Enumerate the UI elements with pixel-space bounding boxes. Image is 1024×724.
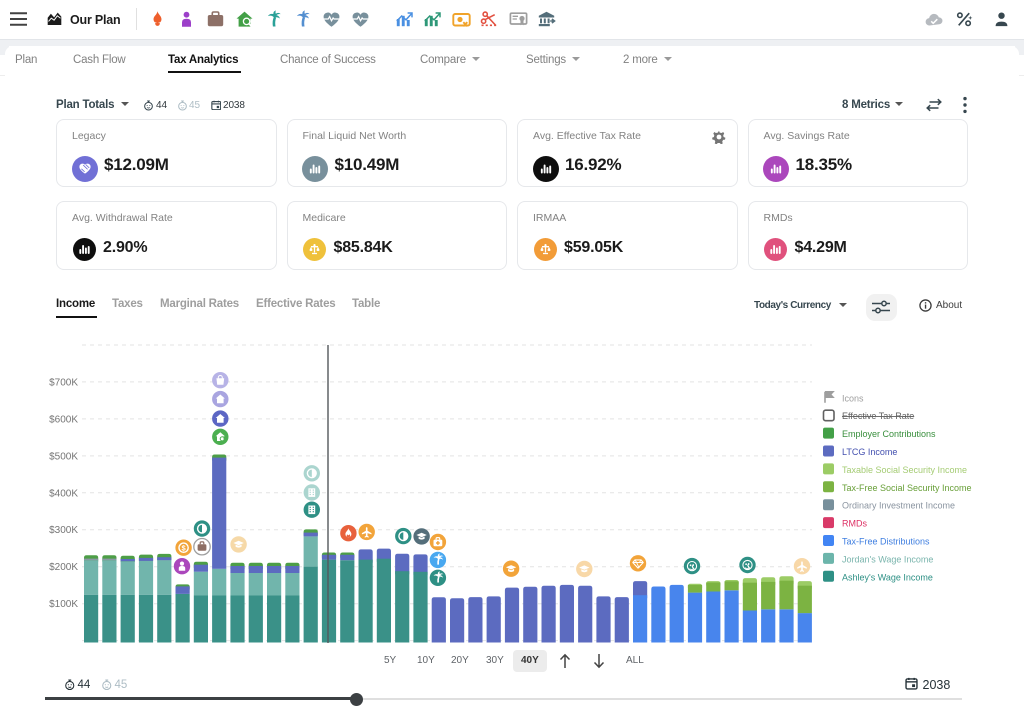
- svg-text:$600K: $600K: [49, 414, 78, 425]
- svg-text:Ordinary Investment Income: Ordinary Investment Income: [842, 501, 955, 511]
- svg-text:$300K: $300K: [49, 525, 78, 536]
- svg-text:Effective Tax Rate: Effective Tax Rate: [842, 411, 914, 421]
- svg-text:$400K: $400K: [49, 488, 78, 499]
- svg-text:$200K: $200K: [49, 562, 78, 573]
- svg-text:LTCG Income: LTCG Income: [842, 447, 897, 457]
- svg-text:$500K: $500K: [49, 451, 78, 462]
- svg-text:RMDs: RMDs: [842, 519, 867, 529]
- svg-text:Icons: Icons: [842, 393, 864, 403]
- svg-text:Tax-Free Social Security Incom: Tax-Free Social Security Income: [842, 483, 972, 493]
- svg-text:Ashley's Wage Income: Ashley's Wage Income: [842, 572, 933, 582]
- svg-text:Employer Contributions: Employer Contributions: [842, 429, 936, 439]
- svg-text:Tax-Free Distributions: Tax-Free Distributions: [842, 537, 930, 547]
- svg-text:$100K: $100K: [49, 599, 78, 610]
- svg-text:Jordan's Wage Income: Jordan's Wage Income: [842, 554, 933, 564]
- svg-text:$700K: $700K: [49, 377, 78, 388]
- svg-text:Taxable Social Security Income: Taxable Social Security Income: [842, 465, 967, 475]
- svg-text:$: $: [182, 543, 187, 552]
